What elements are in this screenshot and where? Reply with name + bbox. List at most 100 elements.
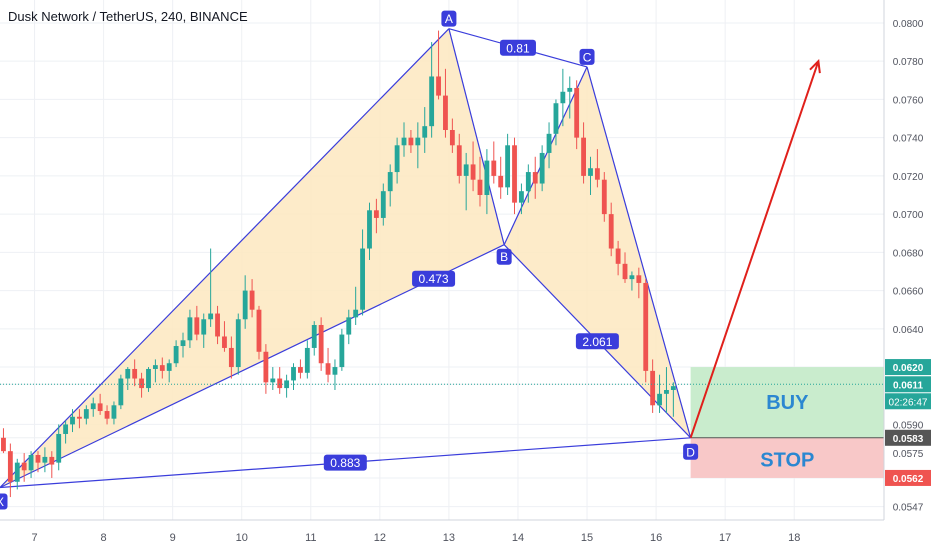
candle-body [132, 368, 138, 379]
candle-body [367, 210, 372, 249]
price-tag-bg [885, 376, 931, 393]
candle-body [594, 168, 600, 180]
candle-body [574, 87, 580, 138]
price-tick-label: 0.0547 [893, 503, 924, 514]
candle-body [111, 405, 117, 419]
candle-body [532, 172, 538, 184]
price-tag-bg [885, 429, 931, 446]
chart-title: Dusk Network / TetherUS, 240, BINANCE [8, 9, 248, 24]
candle-body [180, 340, 186, 347]
candle-body [77, 416, 82, 419]
point-label-c: C [579, 48, 595, 65]
line-xa [0, 28, 450, 488]
ratio-label-box [575, 333, 619, 350]
candle-body [49, 456, 55, 465]
candle-body [318, 325, 324, 364]
candle-body [560, 91, 566, 104]
ratio-label-box [323, 454, 367, 471]
candle-body [325, 363, 331, 375]
projection-arrow [689, 60, 820, 439]
candle-body [408, 137, 414, 146]
buy-zone [690, 367, 884, 438]
price-tick-label: 0.0760 [893, 95, 924, 106]
candle-body [125, 368, 131, 379]
candle-body [63, 424, 69, 434]
time-axis: 7 8 9 10 11 12 13 14 15 16 17 18 [0, 519, 884, 544]
candle-body [152, 365, 158, 369]
candle-body [311, 325, 317, 348]
point-label-a: A [441, 10, 457, 27]
time-tick-label: 16 [650, 532, 662, 544]
candle-body [298, 367, 303, 373]
price-tick-label: 0.0660 [893, 287, 924, 298]
time-tick-label: 18 [788, 532, 800, 544]
candle-body [249, 290, 255, 310]
candle-body [235, 319, 241, 368]
ratio-label-text: 0.473 [419, 272, 449, 286]
price-tag: 0.0583 [893, 434, 924, 445]
candle-body [146, 368, 151, 389]
ratio-label: 2.061 [575, 333, 619, 350]
candle-body [615, 248, 621, 264]
candle-body [622, 263, 628, 280]
ratio-label-box [412, 270, 456, 287]
point-label-c-text: C [583, 50, 592, 64]
line-bc [503, 66, 588, 245]
price-tag: 0.0620 [893, 363, 924, 374]
point-label-d-text: D [686, 445, 695, 459]
candle-body [42, 456, 48, 463]
candle-body [567, 87, 573, 92]
projection-arrowhead [809, 58, 821, 74]
candle-body [401, 137, 407, 146]
candle-body [118, 378, 124, 406]
line-cd [586, 66, 692, 438]
candle-body [228, 347, 234, 368]
candle-body [539, 152, 545, 184]
line-ab [448, 28, 505, 245]
candle-body [553, 103, 559, 134]
candle-body [263, 351, 269, 383]
countdown-bg [885, 393, 931, 410]
ratio-label-text: 0.81 [506, 41, 530, 55]
price-tag: 0.0562 [893, 474, 924, 485]
point-label-b-box [496, 248, 512, 265]
candle-body [373, 210, 379, 218]
candle-body [194, 317, 200, 335]
time-tick-label: 12 [374, 532, 386, 544]
candle-body [636, 275, 642, 283]
point-label-a-text: A [445, 12, 453, 26]
candles [1, 30, 676, 498]
candle-body [242, 290, 248, 320]
candle-body [477, 179, 483, 195]
candle-body [546, 133, 552, 153]
price-tick-label: 0.0700 [893, 210, 924, 221]
candle-body [291, 367, 296, 381]
candle-body [581, 137, 586, 176]
candle-body [512, 145, 517, 203]
candle-body [394, 145, 400, 173]
time-tick-label: 8 [101, 532, 107, 544]
candle-body [443, 95, 448, 130]
candle-body [525, 172, 531, 192]
ratio-label-text: 2.061 [582, 335, 612, 349]
candle-body [332, 367, 338, 375]
candle-body [353, 309, 359, 318]
price-tick-label: 0.0720 [893, 172, 924, 183]
price-tag-bg [885, 469, 931, 486]
candle-body [173, 346, 179, 364]
stop-zone-label: STOP [760, 449, 814, 471]
point-label-x-text: X [0, 495, 4, 509]
point-label-x-box [0, 493, 8, 510]
stop-zone [690, 437, 884, 478]
price-tick-label: 0.0800 [893, 19, 924, 30]
candle-body [14, 462, 20, 482]
candle-body [643, 282, 649, 371]
candle-body [270, 378, 276, 383]
candle-body [90, 403, 96, 410]
candle-body [97, 403, 103, 412]
candle-body [159, 365, 165, 371]
candle-body [380, 191, 386, 218]
candle-body [284, 380, 290, 389]
candle-body [505, 145, 511, 188]
